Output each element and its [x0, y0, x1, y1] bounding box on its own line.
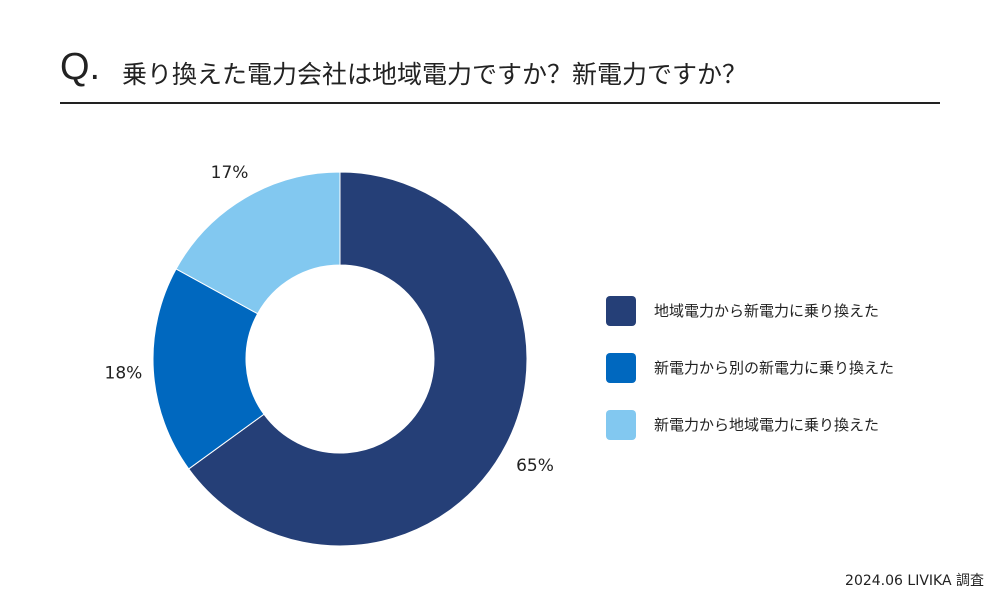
legend-label: 新電力から別の新電力に乗り換えた — [654, 359, 895, 377]
legend: 地域電力から新電力に乗り換えた 新電力から別の新電力に乗り換えた 新電力から地域… — [606, 282, 894, 453]
donut-slice — [175, 171, 341, 315]
legend-item: 地域電力から新電力に乗り換えた — [606, 282, 894, 339]
source-note: 2024.06 LIVIKA 調査 — [845, 573, 984, 589]
data-label: 65% — [516, 456, 554, 476]
question-mark-label: Q. — [60, 46, 101, 88]
data-label: 18% — [105, 364, 143, 384]
legend-swatch — [606, 352, 636, 383]
page-title: 乗り換えた電力会社は地域電力ですか？新電力ですか？ — [122, 60, 748, 89]
donut-slice — [152, 268, 265, 470]
data-label: 17% — [211, 163, 249, 183]
donut-slice — [188, 171, 528, 547]
legend-item: 新電力から地域電力に乗り換えた — [606, 396, 894, 453]
legend-swatch — [606, 409, 636, 440]
legend-label: 地域電力から新電力に乗り換えた — [654, 302, 880, 320]
legend-label: 新電力から地域電力に乗り換えた — [654, 416, 880, 434]
legend-item: 新電力から別の新電力に乗り換えた — [606, 339, 894, 396]
legend-swatch — [606, 295, 636, 326]
title-divider — [60, 102, 940, 104]
